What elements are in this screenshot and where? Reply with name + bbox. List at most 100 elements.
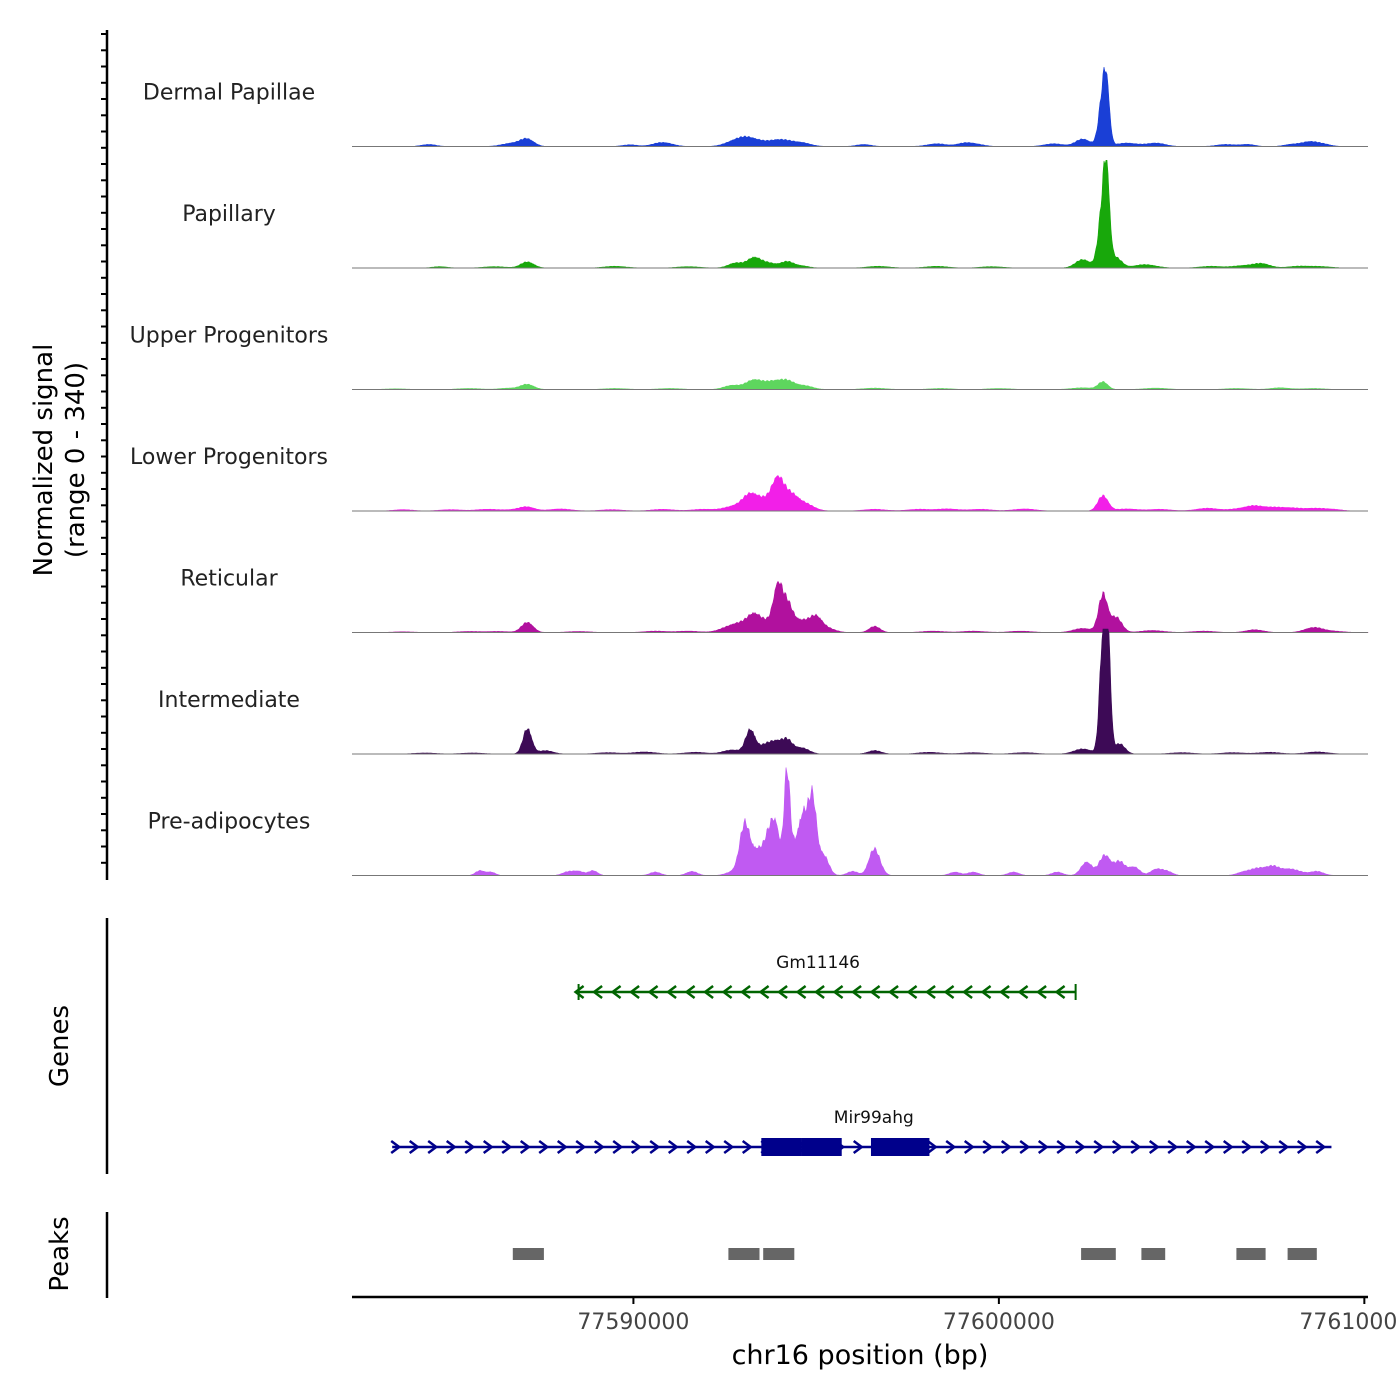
strand-arrow	[945, 1140, 957, 1154]
strand-arrow	[703, 985, 714, 999]
peaks-label: Peaks	[45, 1216, 75, 1291]
strand-arrow	[906, 985, 918, 999]
peak-region	[728, 1248, 760, 1260]
peak-region	[763, 1248, 795, 1260]
strand-arrow	[427, 1140, 439, 1154]
coverage-ylabel-line1: Normalized signal	[29, 344, 59, 577]
track-label: Lower Progenitors	[130, 445, 328, 470]
strand-arrow	[445, 1140, 457, 1154]
x-tick-label: 77590000	[577, 1310, 689, 1335]
coverage-panel: Normalized signal (range 0 - 340) Dermal…	[29, 30, 1369, 880]
strand-arrow	[1259, 1140, 1271, 1154]
gene-label: Mir99ahg	[834, 1108, 914, 1128]
track-dermal-papillae: Dermal Papillae	[143, 67, 1368, 147]
strand-arrow	[982, 1140, 994, 1154]
strand-arrow	[666, 985, 677, 999]
track-upper-progenitors: Upper Progenitors	[130, 324, 1368, 390]
gene-items: Gm11146 Mir99ahg	[390, 953, 1332, 1156]
x-axis: 77590000 77600000 7761000 chr16 position (…	[352, 1295, 1397, 1371]
peaks-panel: Peaks	[45, 1212, 1317, 1298]
track-lower-progenitors: Lower Progenitors	[130, 445, 1368, 512]
strand-arrow	[723, 1140, 735, 1154]
strand-arrow	[980, 985, 992, 999]
strand-arrow	[464, 1140, 476, 1154]
gene-label: Gm11146	[776, 953, 860, 973]
track-label: Dermal Papillae	[143, 81, 315, 106]
strand-arrow	[963, 1140, 975, 1154]
strand-arrow	[1130, 1140, 1142, 1154]
strand-arrow	[1093, 1140, 1105, 1154]
strand-arrow	[999, 985, 1010, 999]
strand-arrow	[926, 1140, 938, 1154]
strand-arrow	[1111, 1140, 1123, 1154]
x-axis-label: chr16 position (bp)	[732, 1340, 989, 1371]
strand-arrow	[1054, 985, 1066, 999]
strand-arrow	[592, 985, 603, 999]
track-papillary: Papillary	[182, 159, 1368, 269]
strand-arrow	[704, 1140, 716, 1154]
strand-arrow	[1278, 1140, 1290, 1154]
coverage-y-ticks	[101, 33, 107, 864]
track-label: Intermediate	[158, 688, 300, 713]
strand-arrow	[1036, 985, 1047, 999]
gene-exon	[870, 1138, 930, 1156]
track-intermediate: Intermediate	[158, 628, 1368, 755]
track-signal-area	[352, 67, 1368, 147]
strand-arrow	[814, 985, 825, 999]
strand-arrow	[888, 985, 899, 999]
peak-region	[512, 1248, 544, 1260]
peak-region	[1287, 1248, 1317, 1260]
gene-exon	[801, 1138, 842, 1156]
strand-arrow	[482, 1140, 494, 1154]
strand-arrow	[630, 1140, 642, 1154]
strand-arrow	[1000, 1140, 1012, 1154]
peak-region	[1236, 1248, 1266, 1260]
strand-arrow	[1056, 1140, 1068, 1154]
strand-arrow	[647, 985, 659, 999]
strand-arrow	[501, 1140, 513, 1154]
strand-arrow	[925, 985, 936, 999]
strand-arrow	[629, 985, 640, 999]
strand-arrow	[758, 985, 770, 999]
strand-arrow	[1019, 1140, 1031, 1154]
strand-arrow	[1222, 1140, 1234, 1154]
strand-arrow	[1296, 1140, 1308, 1154]
strand-arrow	[667, 1140, 679, 1154]
strand-arrow	[649, 1140, 661, 1154]
track-label: Upper Progenitors	[130, 324, 329, 349]
track-signal-area	[352, 475, 1368, 512]
track-label: Pre-adipocytes	[148, 810, 311, 835]
peak-region	[1081, 1248, 1116, 1260]
strand-arrow	[962, 985, 973, 999]
strand-arrow	[869, 985, 881, 999]
strand-arrow	[390, 1140, 402, 1154]
peak-regions	[512, 1248, 1317, 1260]
strand-arrow	[721, 985, 733, 999]
track-pre-adipocytes: Pre-adipocytes	[148, 767, 1368, 876]
strand-arrow	[740, 985, 751, 999]
strand-arrow	[1167, 1140, 1179, 1154]
x-ticks: 77590000 77600000 7761000	[577, 1297, 1397, 1335]
track-reticular: Reticular	[180, 567, 1369, 633]
strand-arrow	[943, 985, 955, 999]
strand-arrow	[684, 985, 696, 999]
strand-arrow	[1148, 1140, 1160, 1154]
strand-arrow	[519, 1140, 531, 1154]
strand-arrow	[593, 1140, 605, 1154]
track-signal-area	[352, 580, 1369, 633]
track-signal-area	[352, 159, 1368, 269]
track-label: Papillary	[182, 202, 276, 227]
strand-arrow	[741, 1140, 753, 1154]
coverage-ylabel-line2: (range 0 - 340)	[61, 362, 91, 558]
strand-arrow	[612, 1140, 624, 1154]
track-signal-area	[352, 628, 1368, 755]
strand-arrow	[1017, 984, 1029, 1000]
strand-arrow	[852, 1140, 864, 1154]
strand-arrow	[573, 985, 585, 999]
strand-arrow	[1074, 1140, 1086, 1154]
strand-arrow	[1241, 1140, 1253, 1154]
peak-region	[1141, 1248, 1166, 1260]
strand-arrow	[575, 1140, 587, 1154]
genes-label: Genes	[45, 1005, 75, 1087]
